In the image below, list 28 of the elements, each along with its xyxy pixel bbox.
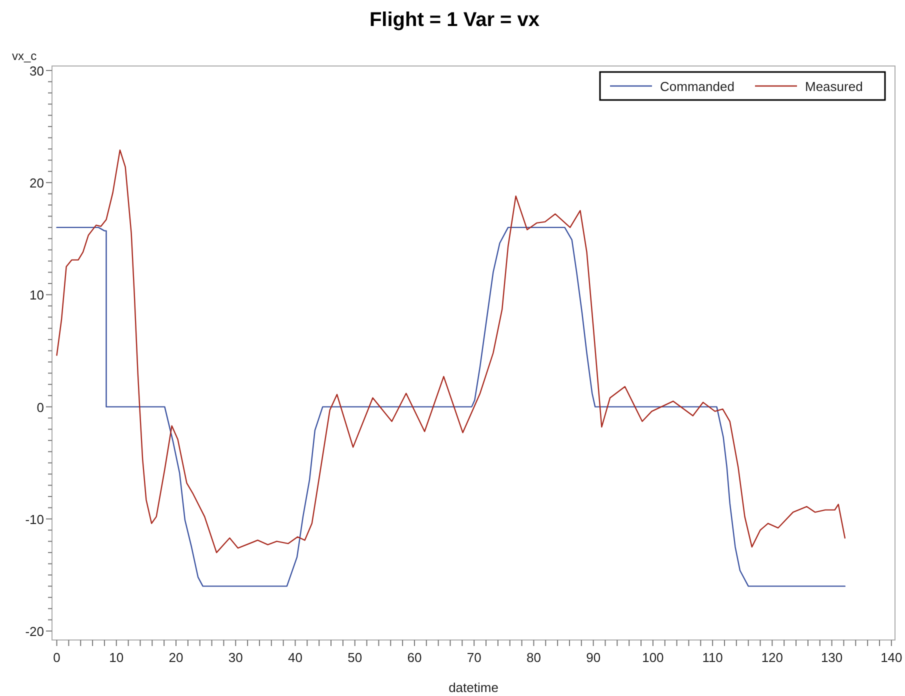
y-tick-label: 10	[30, 288, 44, 303]
x-tick-label: 140	[880, 650, 902, 665]
x-tick-label: 110	[702, 650, 723, 665]
x-tick-label: 100	[642, 650, 664, 665]
x-tick-label: 30	[228, 650, 243, 665]
y-tick-label: -20	[25, 624, 44, 640]
y-tick-label: 0	[36, 400, 44, 415]
x-tick-label: 40	[288, 650, 302, 665]
x-axis-title: datetime	[448, 680, 498, 695]
y-tick-label: 30	[30, 63, 44, 78]
y-axis-title: vx_c	[12, 49, 37, 63]
legend-label: Measured	[805, 79, 863, 94]
x-tick-label: 130	[820, 650, 843, 665]
legend-label: Commanded	[660, 79, 734, 94]
x-tick-label: 50	[348, 650, 362, 665]
line-series	[56, 226, 846, 587]
x-tick-label: 70	[466, 650, 482, 665]
x-tick-label: 90	[586, 650, 601, 665]
y-tick-label: 20	[30, 176, 44, 191]
x-tick-label: 60	[407, 650, 422, 665]
line-series	[56, 149, 846, 554]
chart-title: Flight = 1 Var = vx	[369, 9, 540, 31]
x-tick-label: 20	[168, 650, 184, 665]
x-tick-label: 120	[761, 650, 784, 665]
x-tick-label: 80	[526, 650, 541, 665]
x-tick-label: 10	[109, 650, 124, 665]
x-tick-label: 0	[53, 650, 60, 665]
y-tick-label: -10	[25, 512, 44, 527]
